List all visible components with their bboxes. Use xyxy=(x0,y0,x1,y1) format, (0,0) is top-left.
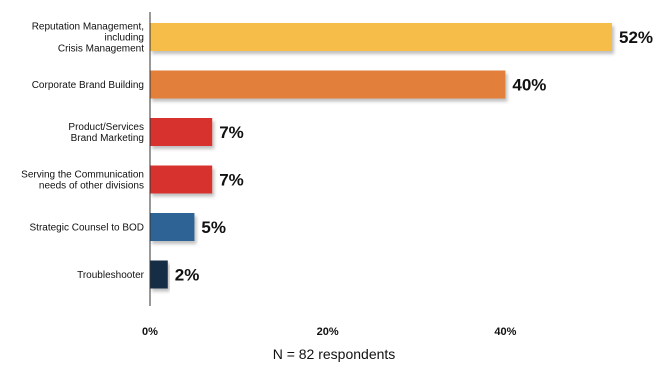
category-label-1: Corporate Brand Building xyxy=(32,80,144,91)
value-label-1: 40% xyxy=(512,76,546,95)
value-label-4: 5% xyxy=(201,218,226,237)
category-labels-layer: Reputation Management, including Crisis Ma… xyxy=(21,22,145,282)
x-tick-label-0: 0% xyxy=(142,326,158,338)
value-labels-layer: 52% 40% 7% 7% 5% 2% xyxy=(175,28,653,285)
bar-2 xyxy=(150,118,213,146)
category-label-3: Serving the Communication needs of other … xyxy=(21,170,144,192)
bar-1 xyxy=(150,70,506,99)
x-tick-label-2: 40% xyxy=(494,326,516,338)
category-label-0: Reputation Management, including Crisis Ma… xyxy=(32,22,145,55)
value-label-0: 52% xyxy=(619,28,653,47)
bar-0 xyxy=(150,23,612,51)
category-label-4: Strategic Counsel to BOD xyxy=(30,223,145,234)
category-label-5: Troubleshooter xyxy=(77,270,145,281)
bar-4 xyxy=(150,213,195,241)
value-label-2: 7% xyxy=(219,123,244,142)
x-tick-label-1: 20% xyxy=(317,326,339,338)
respondents-footnote: N = 82 respondents xyxy=(272,346,396,362)
value-label-5: 2% xyxy=(175,266,200,285)
category-label-2: Product/Services Brand Marketing xyxy=(68,122,144,144)
x-tick-labels-layer: 0% 20% 40% xyxy=(142,326,517,338)
bars-layer xyxy=(150,23,612,289)
bar-5 xyxy=(150,260,168,289)
bar-3 xyxy=(150,165,213,194)
value-label-3: 7% xyxy=(219,171,244,190)
